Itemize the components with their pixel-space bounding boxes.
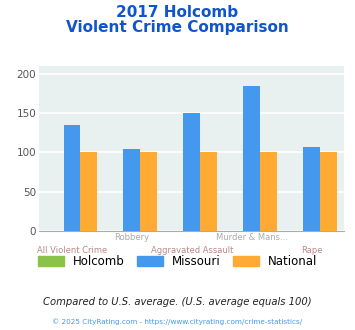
Bar	[80, 152, 97, 231]
Bar	[64, 125, 80, 231]
Text: Aggravated Assault: Aggravated Assault	[151, 246, 233, 255]
Text: Robbery: Robbery	[114, 233, 149, 242]
Text: Murder & Mans...: Murder & Mans...	[215, 233, 288, 242]
Text: Violent Crime Comparison: Violent Crime Comparison	[66, 20, 289, 35]
Text: Compared to U.S. average. (U.S. average equals 100): Compared to U.S. average. (U.S. average …	[43, 297, 312, 307]
Bar	[200, 152, 217, 231]
Bar	[183, 113, 200, 231]
Bar	[320, 152, 337, 231]
Text: Rape: Rape	[301, 246, 322, 255]
Bar	[243, 86, 260, 231]
Bar	[140, 152, 157, 231]
Bar	[303, 147, 320, 231]
Text: 2017 Holcomb: 2017 Holcomb	[116, 5, 239, 20]
Bar	[124, 148, 140, 231]
Text: © 2025 CityRating.com - https://www.cityrating.com/crime-statistics/: © 2025 CityRating.com - https://www.city…	[53, 318, 302, 325]
Legend: Holcomb, Missouri, National: Holcomb, Missouri, National	[33, 250, 322, 273]
Bar	[260, 152, 277, 231]
Text: All Violent Crime: All Violent Crime	[37, 246, 107, 255]
